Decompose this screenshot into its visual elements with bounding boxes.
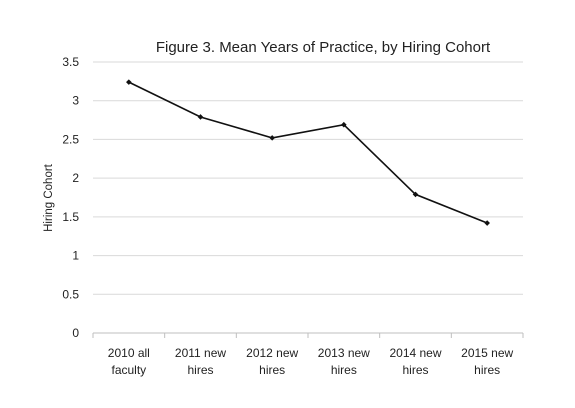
x-axis xyxy=(92,332,524,338)
data-point xyxy=(484,220,490,226)
chart-title: Figure 3. Mean Years of Practice, by Hir… xyxy=(156,39,491,56)
x-tick-label: hires xyxy=(402,363,428,377)
y-tick-label: 0.5 xyxy=(62,287,79,301)
data-point xyxy=(412,191,419,198)
x-tick-label: 2010 all xyxy=(108,346,150,360)
data-point xyxy=(269,135,275,141)
y-tick-label: 2 xyxy=(72,171,79,185)
x-tick-label: faculty xyxy=(111,363,146,377)
y-axis-title: Hiring Cohort xyxy=(43,163,55,232)
x-tick-label: 2015 new xyxy=(461,346,513,360)
x-axis-ticks: 2010 all faculty 2011 new hires 2012 new hire… xyxy=(108,346,514,377)
y-tick-label: 1 xyxy=(72,249,79,263)
series-line xyxy=(126,79,490,226)
x-tick-label: 2011 new xyxy=(175,346,226,360)
x-tick-label: hires xyxy=(187,363,213,377)
x-tick-label: 2012 new xyxy=(246,346,298,360)
y-tick-label: 3 xyxy=(72,94,79,108)
y-tick-label: 1.5 xyxy=(62,210,79,224)
data-point xyxy=(126,79,132,85)
gridlines xyxy=(93,61,523,295)
data-point xyxy=(341,121,347,128)
y-axis-ticks: 0 0.5 1 1.5 2 2.5 3 3.5 xyxy=(62,55,79,340)
series-line-path xyxy=(128,81,488,224)
y-tick-label: 3.5 xyxy=(62,55,79,69)
y-tick-label: 0 xyxy=(72,326,79,340)
x-tick-label: 2013 new xyxy=(318,346,370,360)
data-point xyxy=(197,114,204,120)
x-tick-label: hires xyxy=(259,363,285,377)
x-tick-label: hires xyxy=(331,363,357,377)
y-tick-label: 2.5 xyxy=(62,132,79,146)
x-tick-label: 2014 new xyxy=(389,346,441,360)
x-tick-label: hires xyxy=(474,363,500,377)
